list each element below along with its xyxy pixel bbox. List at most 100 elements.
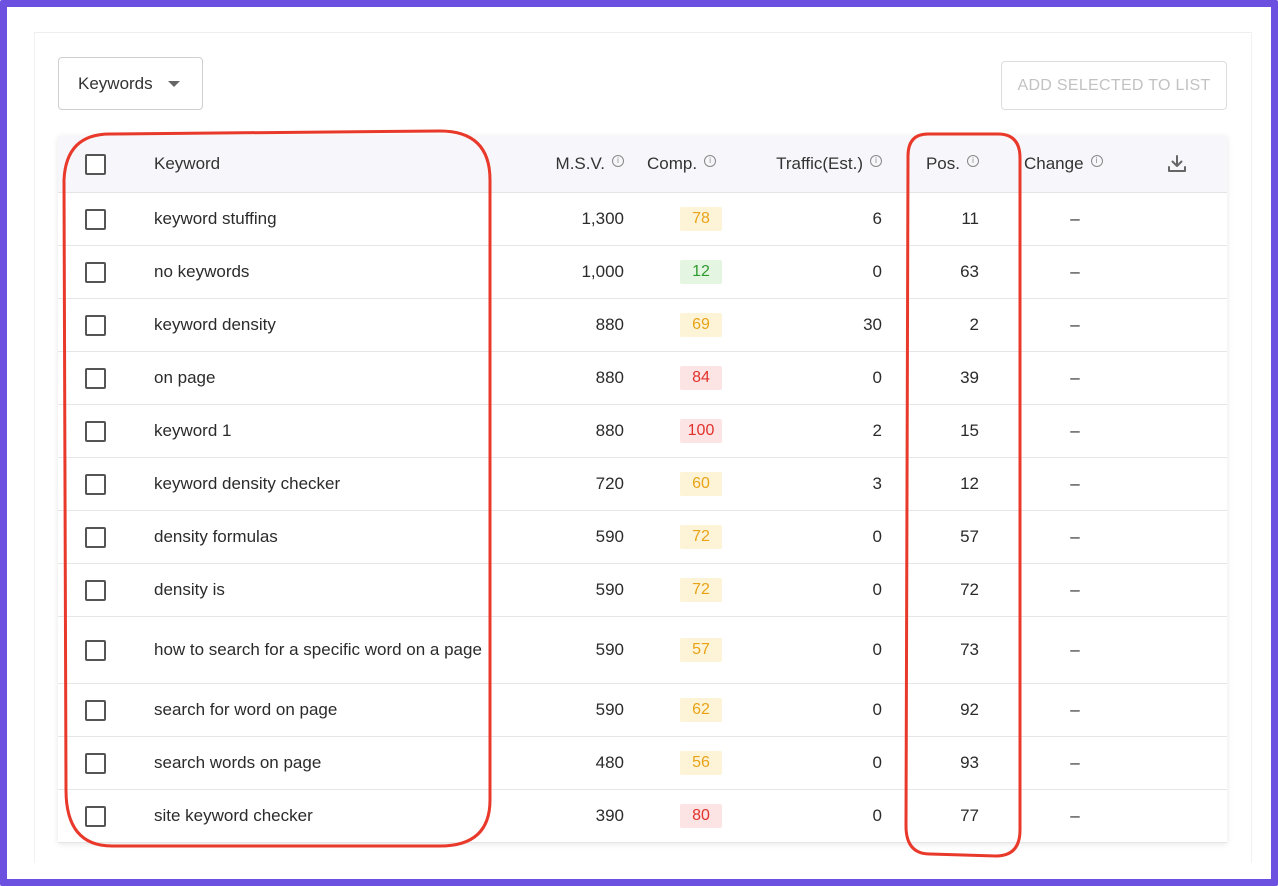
table-row[interactable]: how to search for a specific word on a p… — [58, 617, 1227, 684]
comp-badge: 62 — [680, 698, 722, 722]
msv-cell: 590 — [595, 700, 624, 719]
pos-cell: 77 — [960, 806, 979, 825]
comp-badge: 100 — [680, 419, 722, 443]
caret-down-icon — [167, 80, 180, 87]
traffic-cell: 6 — [872, 209, 882, 228]
header-traffic[interactable]: Traffic(Est.) i — [776, 136, 882, 192]
comp-cell: 72 — [680, 564, 722, 616]
add-selected-to-list-button[interactable]: ADD SELECTED TO LIST — [1001, 61, 1227, 110]
keywords-dropdown[interactable]: Keywords — [58, 57, 203, 110]
info-icon[interactable]: i — [1090, 155, 1103, 167]
info-icon[interactable]: i — [612, 155, 624, 167]
comp-cell: 57 — [680, 617, 722, 683]
row-checkbox[interactable] — [85, 700, 106, 721]
msv-cell: 480 — [595, 753, 624, 772]
header-comp[interactable]: Comp. i — [647, 136, 717, 192]
row-checkbox[interactable] — [85, 421, 106, 442]
comp-cell: 72 — [680, 511, 722, 563]
comp-badge: 72 — [680, 525, 722, 549]
keyword-cell: no keywords — [154, 262, 250, 281]
msv-cell: 590 — [595, 527, 624, 546]
info-icon[interactable]: i — [967, 155, 979, 167]
change-cell: – — [1070, 262, 1080, 281]
traffic-cell: 2 — [872, 421, 882, 440]
row-checkbox[interactable] — [85, 806, 106, 827]
table-row[interactable]: keyword density 880 69 30 2 – — [58, 299, 1227, 352]
header-keyword[interactable]: Keyword — [154, 154, 221, 173]
row-checkbox[interactable] — [85, 315, 106, 336]
change-cell: – — [1070, 753, 1080, 772]
table-row[interactable]: keyword 1 880 100 2 15 – — [58, 405, 1227, 458]
keywords-dropdown-label: Keywords — [78, 73, 153, 93]
comp-cell: 62 — [680, 684, 722, 736]
msv-cell: 590 — [595, 640, 624, 659]
traffic-cell: 0 — [872, 262, 882, 281]
pos-cell: 11 — [961, 209, 979, 228]
row-checkbox[interactable] — [85, 209, 106, 230]
table-row[interactable]: density formulas 590 72 0 57 – — [58, 511, 1227, 564]
download-icon[interactable] — [1165, 152, 1189, 176]
keyword-cell: on page — [154, 368, 216, 387]
traffic-cell: 0 — [872, 753, 882, 772]
header-msv[interactable]: M.S.V. i — [556, 136, 624, 192]
table-row[interactable]: search for word on page 590 62 0 92 – — [58, 684, 1227, 737]
pos-cell: 15 — [960, 421, 979, 440]
select-all-checkbox[interactable] — [85, 154, 106, 175]
table-row[interactable]: no keywords 1,000 12 0 63 – — [58, 246, 1227, 299]
pos-cell: 63 — [960, 262, 979, 281]
msv-cell: 880 — [595, 368, 624, 387]
pos-cell: 39 — [960, 368, 979, 387]
comp-cell: 12 — [680, 246, 722, 298]
keyword-cell: search words on page — [154, 753, 322, 772]
comp-badge: 80 — [680, 804, 722, 828]
row-checkbox[interactable] — [85, 527, 106, 548]
keywords-table: Keyword M.S.V. i Comp. i Traffic(Est.) i Po… — [58, 136, 1227, 843]
traffic-cell: 3 — [872, 474, 882, 493]
table-row[interactable]: keyword density checker 720 60 3 12 – — [58, 458, 1227, 511]
table-row[interactable]: search words on page 480 56 0 93 – — [58, 737, 1227, 790]
pos-cell: 92 — [960, 700, 979, 719]
keyword-cell: density formulas — [154, 527, 278, 546]
table-row[interactable]: on page 880 84 0 39 – — [58, 352, 1227, 405]
pos-cell: 2 — [969, 315, 979, 334]
msv-cell: 880 — [595, 421, 624, 440]
change-cell: – — [1070, 474, 1080, 493]
table-row[interactable]: site keyword checker 390 80 0 77 – — [58, 790, 1227, 843]
change-cell: – — [1070, 527, 1080, 546]
msv-cell: 720 — [595, 474, 624, 493]
info-icon[interactable]: i — [870, 155, 882, 167]
pos-cell: 93 — [960, 753, 979, 772]
change-cell: – — [1070, 209, 1080, 228]
change-cell: – — [1070, 315, 1080, 334]
row-checkbox[interactable] — [85, 368, 106, 389]
change-cell: – — [1070, 806, 1080, 825]
row-checkbox[interactable] — [85, 474, 106, 495]
comp-badge: 12 — [680, 260, 722, 284]
change-cell: – — [1070, 368, 1080, 387]
change-cell: – — [1070, 640, 1080, 659]
row-checkbox[interactable] — [85, 640, 106, 661]
table-row[interactable]: keyword stuffing 1,300 78 6 11 – — [58, 193, 1227, 246]
traffic-cell: 0 — [872, 368, 882, 387]
msv-cell: 390 — [595, 806, 624, 825]
row-checkbox[interactable] — [85, 580, 106, 601]
keyword-cell: density is — [154, 580, 225, 599]
change-cell: – — [1070, 580, 1080, 599]
msv-cell: 1,000 — [581, 262, 624, 281]
keyword-cell: how to search for a specific word on a p… — [154, 640, 482, 659]
table-row[interactable]: density is 590 72 0 72 – — [58, 564, 1227, 617]
header-pos[interactable]: Pos. i — [926, 136, 979, 192]
traffic-cell: 30 — [863, 315, 882, 334]
change-cell: – — [1070, 700, 1080, 719]
keyword-cell: site keyword checker — [154, 806, 313, 825]
msv-cell: 1,300 — [581, 209, 624, 228]
info-icon[interactable]: i — [704, 155, 717, 167]
keyword-cell: keyword 1 — [154, 421, 232, 440]
keyword-cell: keyword density checker — [154, 474, 341, 493]
row-checkbox[interactable] — [85, 262, 106, 283]
header-change[interactable]: Change i — [1024, 136, 1103, 192]
row-checkbox[interactable] — [85, 753, 106, 774]
table-header: Keyword M.S.V. i Comp. i Traffic(Est.) i Po… — [58, 136, 1227, 193]
pos-cell: 73 — [960, 640, 979, 659]
change-cell: – — [1070, 421, 1080, 440]
